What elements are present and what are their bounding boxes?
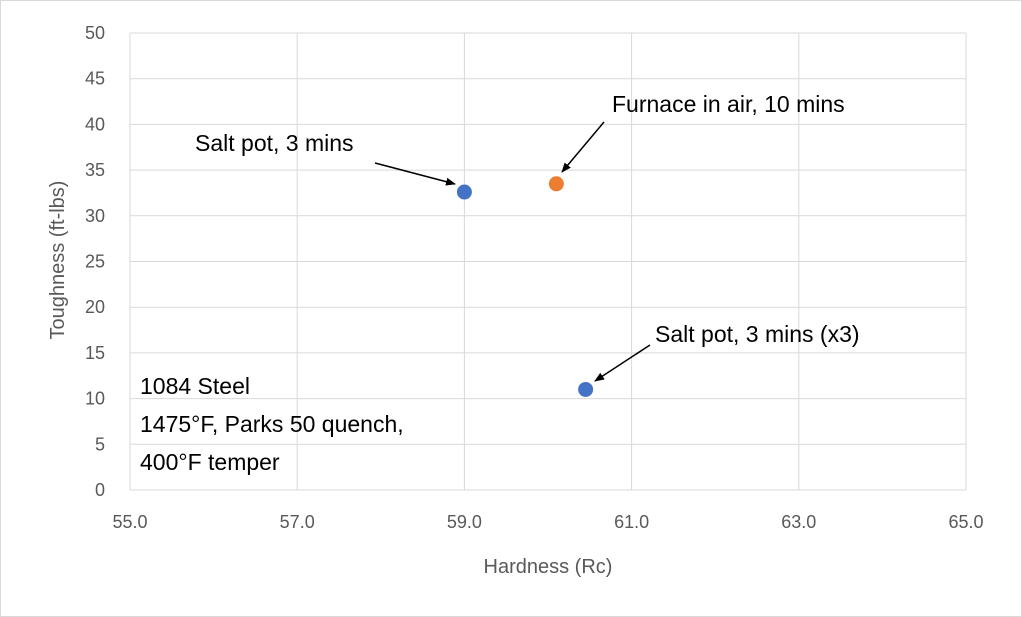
x-axis-title: Hardness (Rc) xyxy=(484,556,613,578)
y-tick-label: 40 xyxy=(85,114,105,134)
arrow-furnace xyxy=(561,121,605,173)
label-salt-pot-x3: Salt pot, 3 mins (x3) xyxy=(655,321,860,347)
y-tick-label: 35 xyxy=(85,160,105,180)
note-line-2: 1475°F, Parks 50 quench, xyxy=(140,411,404,437)
x-tick-label: 63.0 xyxy=(781,512,816,532)
x-tick-label: 61.0 xyxy=(614,512,649,532)
y-tick-label: 50 xyxy=(85,23,105,43)
y-tick-label: 5 xyxy=(95,434,105,454)
x-tick-label: 65.0 xyxy=(948,512,983,532)
label-salt-pot: Salt pot, 3 mins xyxy=(195,130,354,156)
y-axis-title: Toughness (ft-lbs) xyxy=(47,181,69,340)
y-tick-label: 25 xyxy=(85,252,105,272)
arrow-salt-pot xyxy=(374,162,456,186)
data-point-1 xyxy=(456,184,472,200)
x-tick-label: 55.0 xyxy=(112,512,147,532)
note-line-3: 400°F temper xyxy=(140,449,280,475)
data-point-2 xyxy=(548,176,564,192)
y-tick-label: 0 xyxy=(95,480,105,500)
label-furnace: Furnace in air, 10 mins xyxy=(612,91,845,117)
x-tick-label: 57.0 xyxy=(280,512,315,532)
y-tick-label: 20 xyxy=(85,297,105,317)
note-line-1: 1084 Steel xyxy=(140,373,250,399)
y-tick-label: 15 xyxy=(85,343,105,363)
data-point-3 xyxy=(578,381,594,397)
y-tick-label: 30 xyxy=(85,206,105,226)
x-tick-label: 59.0 xyxy=(447,512,482,532)
y-tick-label: 10 xyxy=(85,389,105,409)
arrow-salt-pot-x3 xyxy=(594,344,651,382)
y-tick-label: 45 xyxy=(85,69,105,89)
